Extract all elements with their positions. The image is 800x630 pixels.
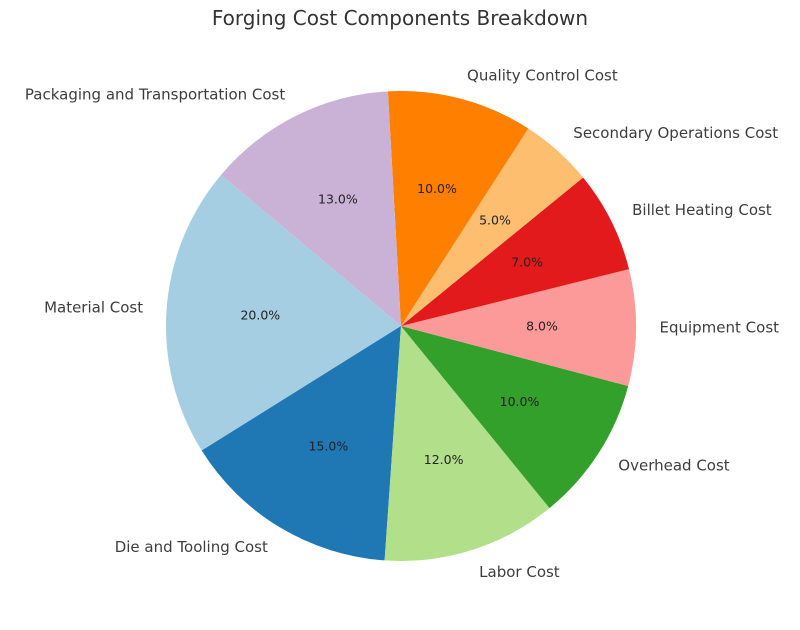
slice-label-billet-heating-cost: Billet Heating Cost: [632, 201, 772, 219]
pie-slices: [165, 90, 637, 561]
percent-label-material-cost: 20.0%: [240, 308, 280, 323]
pie-slice-overhead-cost: [401, 326, 629, 509]
pie-slice-packaging-and-transportation-cost: [220, 91, 401, 326]
slice-label-quality-control-cost: Quality Control Cost: [467, 67, 618, 85]
slice-label-labor-cost: Labor Cost: [479, 563, 560, 581]
pie-slice-quality-control-cost: [387, 90, 529, 326]
percent-label-quality-control-cost: 10.0%: [417, 181, 457, 196]
chart-title: Forging Cost Components Breakdown: [212, 6, 588, 30]
pie-slice-billet-heating-cost: [401, 177, 630, 326]
percent-label-die-and-tooling-cost: 15.0%: [309, 438, 349, 453]
percent-label-overhead-cost: 10.0%: [500, 394, 540, 409]
percent-label-secondary-operations-cost: 5.0%: [479, 212, 511, 227]
pie-slice-labor-cost: [384, 326, 550, 561]
percent-label-equipment-cost: 8.0%: [526, 318, 558, 333]
slice-label-material-cost: Material Cost: [44, 298, 143, 316]
slice-label-packaging-and-transportation-cost: Packaging and Transportation Cost: [25, 85, 285, 103]
slice-label-die-and-tooling-cost: Die and Tooling Cost: [115, 538, 268, 556]
pie-slice-material-cost: [165, 174, 401, 451]
pie-slice-secondary-operations-cost: [401, 128, 584, 326]
pie-slice-die-and-tooling-cost: [201, 326, 401, 561]
percent-label-packaging-and-transportation-cost: 13.0%: [318, 191, 358, 206]
slice-label-overhead-cost: Overhead Cost: [618, 457, 729, 475]
percent-label-billet-heating-cost: 7.0%: [511, 254, 543, 269]
slice-label-secondary-operations-cost: Secondary Operations Cost: [573, 124, 778, 142]
percent-label-labor-cost: 12.0%: [424, 452, 464, 467]
pie-labels: Material Cost 20.0% Die and Tooling Cost 15…: [25, 67, 779, 581]
pie-slice-equipment-cost: [401, 269, 637, 387]
slice-label-equipment-cost: Equipment Cost: [659, 318, 779, 336]
